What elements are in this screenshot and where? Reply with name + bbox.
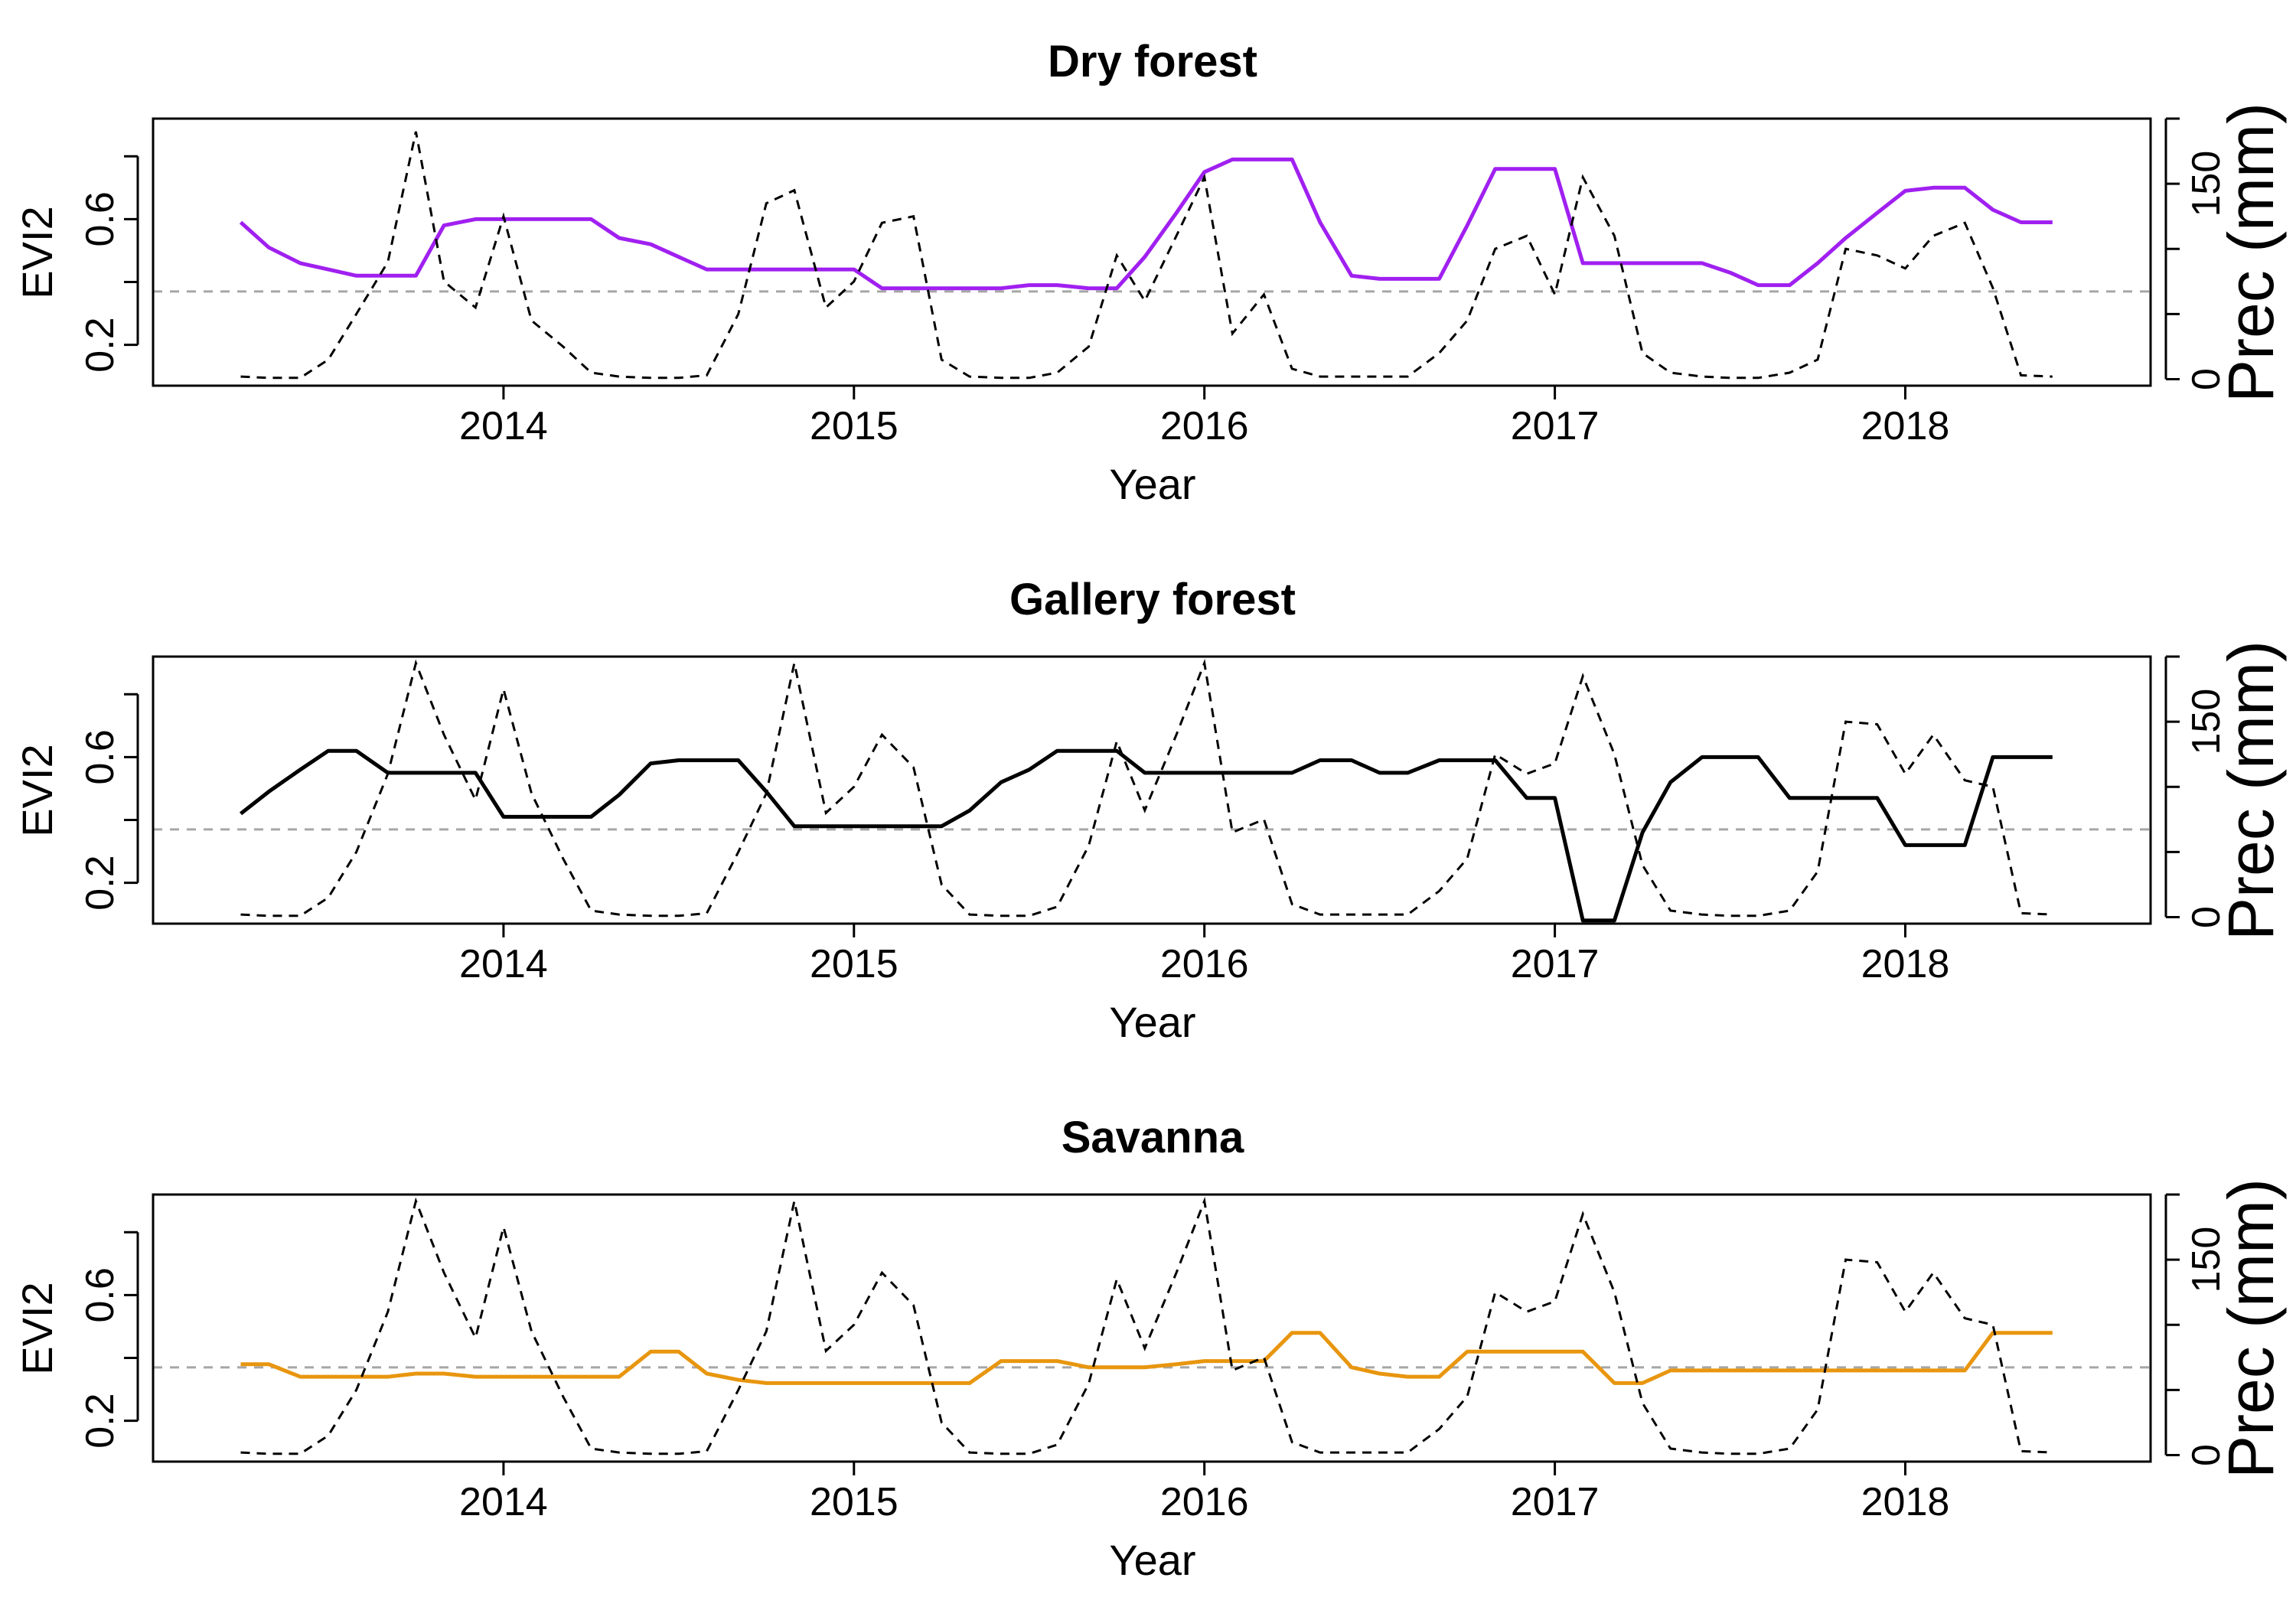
y2-tick-label: 150 bbox=[2184, 689, 2229, 755]
x-tick-label: 2015 bbox=[810, 942, 899, 986]
y2-tick-label: 0 bbox=[2184, 906, 2229, 928]
panel-savanna: Savanna Year EVI2 Prec (mm) 2014 2015 2016… bbox=[13, 1113, 2287, 1584]
x-tick-label: 2016 bbox=[1160, 942, 1249, 986]
y-axis-label: EVI2 bbox=[13, 206, 61, 298]
y-tick-label: 0.2 bbox=[78, 1393, 122, 1448]
x-tick-label: 2014 bbox=[459, 1480, 548, 1524]
evi2-line bbox=[240, 1331, 2053, 1385]
panel-title: Savanna bbox=[1062, 1113, 1244, 1162]
x-tick-label: 2017 bbox=[1511, 404, 1600, 448]
x-tick-label: 2018 bbox=[1861, 1480, 1950, 1524]
precipitation-line bbox=[240, 658, 2053, 918]
x-tick-label: 2016 bbox=[1160, 1480, 1249, 1524]
plot-marks: 2014 2015 2016 2017 2018 0.2 0.6 0 150 bbox=[78, 1193, 2229, 1524]
x-tick-label: 2014 bbox=[459, 404, 548, 448]
y2-axis-label: Prec (mm) bbox=[2215, 1178, 2287, 1478]
x-axis-label: Year bbox=[1109, 998, 1195, 1046]
panel-title: Dry forest bbox=[1048, 37, 1257, 86]
plot-frame bbox=[152, 117, 2152, 387]
y2-axis-label: Prec (mm) bbox=[2215, 103, 2287, 403]
x-tick-label: 2016 bbox=[1160, 404, 1249, 448]
y-axis-label: EVI2 bbox=[13, 744, 61, 836]
x-tick-label: 2015 bbox=[810, 404, 899, 448]
y2-tick-label: 0 bbox=[2184, 368, 2229, 390]
x-tick-label: 2014 bbox=[459, 942, 548, 986]
panel-title: Gallery forest bbox=[1009, 575, 1296, 624]
y-tick-label: 0.2 bbox=[78, 317, 122, 372]
precipitation-line bbox=[240, 1196, 2053, 1455]
y-tick-label: 0.2 bbox=[78, 855, 122, 910]
x-tick-label: 2015 bbox=[810, 1480, 899, 1524]
plot-marks: 2014 2015 2016 2017 2018 0.2 0.6 0 150 bbox=[78, 117, 2229, 448]
plot-frame bbox=[152, 655, 2152, 925]
y2-axis-label: Prec (mm) bbox=[2215, 641, 2287, 940]
x-tick-label: 2017 bbox=[1511, 1480, 1600, 1524]
plot-marks: 2014 2015 2016 2017 2018 0.2 0.6 0 150 bbox=[78, 655, 2229, 986]
y-tick-label: 0.6 bbox=[78, 1267, 122, 1322]
panel-dry-forest: Dry forest Year EVI2 Prec (mm) 2014 2015 2… bbox=[13, 37, 2287, 508]
evi2-line bbox=[239, 157, 2053, 291]
x-axis-label: Year bbox=[1109, 460, 1195, 508]
panel-gallery-forest: Gallery forest Year EVI2 Prec (mm) 2014 2… bbox=[13, 575, 2287, 1046]
y2-tick-label: 0 bbox=[2184, 1444, 2229, 1466]
y2-tick-label: 150 bbox=[2184, 151, 2229, 217]
y-tick-label: 0.6 bbox=[78, 191, 122, 246]
y2-tick-label: 150 bbox=[2184, 1227, 2229, 1293]
x-tick-label: 2018 bbox=[1861, 942, 1950, 986]
x-tick-label: 2017 bbox=[1511, 942, 1600, 986]
y-tick-label: 0.6 bbox=[78, 729, 122, 784]
plot-frame bbox=[152, 1193, 2152, 1463]
x-tick-label: 2018 bbox=[1861, 404, 1950, 448]
y-axis-label: EVI2 bbox=[13, 1282, 61, 1374]
x-axis-label: Year bbox=[1109, 1536, 1195, 1584]
